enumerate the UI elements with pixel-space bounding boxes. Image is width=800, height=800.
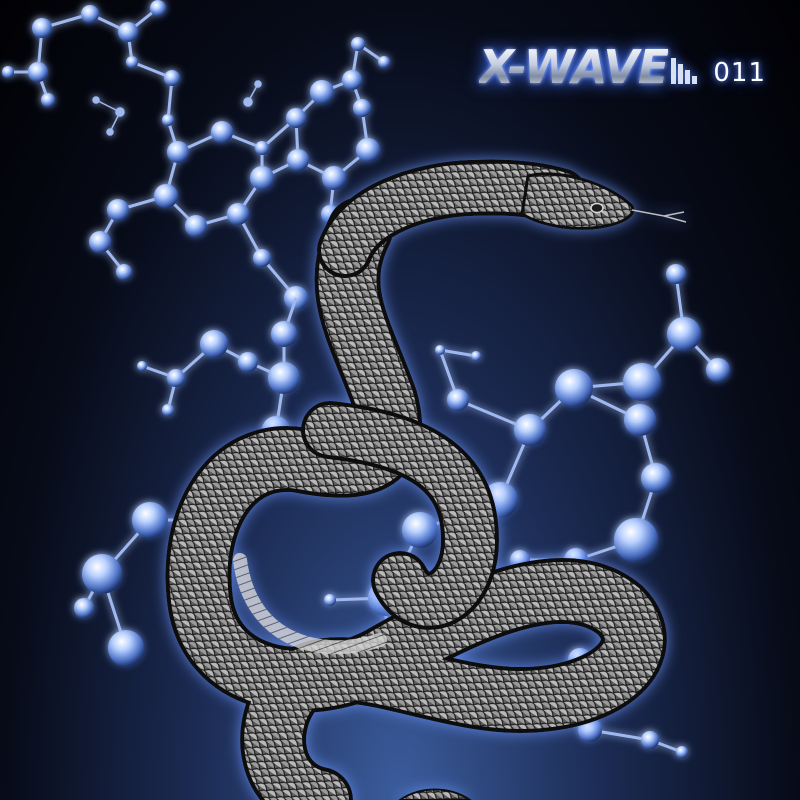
sound-bars-icon bbox=[671, 58, 699, 84]
snake-illustration bbox=[165, 159, 687, 800]
brand-logo: X-WAVE 011 bbox=[479, 44, 766, 90]
brand-name: X-WAVE bbox=[478, 40, 670, 94]
brand-wordmark: X-WAVE bbox=[479, 44, 700, 90]
molecule-top-left bbox=[2, 0, 390, 310]
issue-number: 011 bbox=[713, 58, 766, 88]
